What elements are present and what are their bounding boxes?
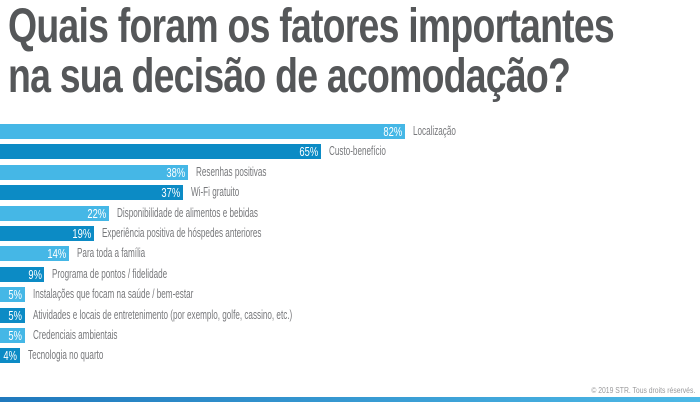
bar-value-label: 5% (8, 327, 22, 343)
bar-row: 5% Atividades e locais de entretenimento … (0, 307, 700, 323)
bar-row: 65% Custo-benefício (0, 144, 700, 160)
bar-value-label: 65% (299, 144, 319, 160)
bar-category-label: Resenhas positivas (195, 164, 267, 179)
bar-value-label: 5% (8, 287, 22, 303)
bar: 5% (0, 287, 25, 303)
bar-category-label: Atividades e locais de entretenimento (p… (32, 307, 292, 322)
title-line-2: na sua decisão de acomodação? (8, 50, 571, 103)
bar: 37% (0, 185, 183, 201)
bar: 22% (0, 205, 109, 221)
bar-value-label: 19% (72, 225, 91, 241)
bar: 19% (0, 225, 94, 241)
bar-category-label: Credenciais ambientais (32, 327, 118, 342)
bar: 5% (0, 327, 25, 343)
bar-category-label: Experiência positiva de hóspedes anterio… (101, 225, 262, 240)
bar: 9% (0, 266, 45, 282)
bar-category-label: Tecnologia no quarto (27, 348, 104, 363)
brand-bottom-bar (0, 397, 700, 402)
bar-value-label: 14% (47, 246, 67, 262)
page-title: Quais foram os fatores importantes na su… (8, 2, 700, 102)
bar-category-label: Disponibilidade de alimentos e bebidas (116, 205, 258, 220)
bar-value-label: 4% (3, 348, 17, 364)
bar-row: 5% Instalações que focam na saúde / bem-e… (0, 287, 700, 303)
bar-value-label: 38% (166, 164, 185, 180)
bar-row: 14% Para toda a família (0, 246, 700, 262)
bar-value-label: 82% (383, 124, 403, 139)
bar-row: 38% Resenhas positivas (0, 164, 700, 180)
bar-category-label: Wi-Fi gratuito (190, 185, 240, 200)
bar: 4% (0, 348, 20, 364)
bar-category-label: Localização (413, 124, 456, 138)
bar: 38% (0, 164, 188, 180)
bar: 14% (0, 246, 70, 262)
bar-chart: 82% Localização 65% Custo-benefício 38% Resen… (0, 124, 700, 369)
bar-category-label: Instalações que focam na saúde / bem-est… (32, 287, 194, 302)
bar: 5% (0, 307, 25, 323)
title-line-1: Quais foram os fatores importantes (8, 0, 615, 53)
bar-value-label: 22% (87, 205, 106, 221)
bar-value-label: 37% (161, 185, 180, 201)
bar-row: 37% Wi-Fi gratuito (0, 185, 700, 201)
bar-value-label: 5% (8, 307, 22, 323)
copyright-text: © 2019 STR. Tous droits réservés. (591, 386, 695, 395)
bar-row: 5% Credenciais ambientais (0, 327, 700, 343)
bar-value-label: 9% (28, 266, 42, 282)
bar-category-label: Custo-benefício (329, 144, 387, 159)
bar-row: 9% Programa de pontos / fidelidade (0, 266, 700, 282)
bar: 82% (0, 124, 406, 139)
bar-category-label: Programa de pontos / fidelidade (52, 266, 168, 281)
bar-row: 19% Experiência positiva de hóspedes ante… (0, 225, 700, 241)
bar-row: 22% Disponibilidade de alimentos e bebida… (0, 205, 700, 221)
bar-row: 82% Localização (0, 124, 700, 139)
bar-category-label: Para toda a família (77, 246, 146, 261)
bar: 65% (0, 144, 322, 160)
bar-row: 4% Tecnologia no quarto (0, 348, 700, 364)
